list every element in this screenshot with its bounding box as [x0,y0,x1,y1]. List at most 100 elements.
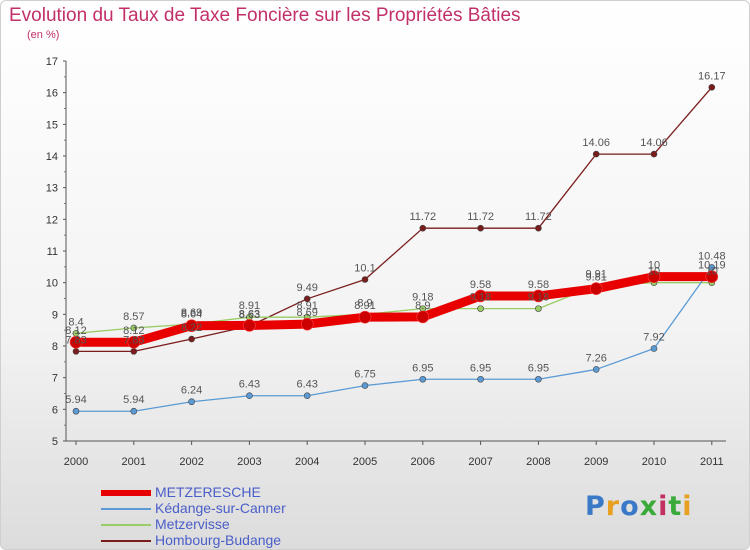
data-label: 7.26 [585,352,606,364]
data-point [647,270,661,283]
data-label: 8.63 [239,308,260,320]
data-point [188,335,195,343]
y-tick-label: 14 [46,151,58,163]
data-label: 7.83 [123,334,144,346]
x-tick-label: 2006 [411,456,435,468]
data-label: 10.48 [698,250,726,262]
data-label: 9.58 [470,279,491,291]
data-point [477,305,484,312]
data-point [589,282,603,295]
data-point [474,289,487,303]
data-point [650,150,658,158]
data-point [650,345,658,352]
logo-letter: i [658,491,669,522]
data-point [243,319,256,332]
data-label: 8.69 [296,307,317,319]
data-label: 5.94 [123,394,144,406]
data-point [188,398,195,406]
data-point [416,310,430,324]
data-point [127,335,141,349]
data-label: 9.18 [528,292,549,304]
data-point [708,83,716,91]
y-tick-label: 10 [46,278,58,290]
legend-item-kedange: Kédange-sur-Canner [101,500,361,517]
series-lines [69,83,719,415]
logo-letter: t [668,491,683,522]
x-tick-label: 2011 [700,456,724,468]
x-tick-label: 2003 [237,456,261,468]
data-point [69,335,83,349]
data-label: 10 [648,260,660,272]
data-label: 6.43 [239,379,260,391]
data-point [592,150,600,158]
data-label: 6.75 [354,369,375,381]
legend-swatch [101,490,151,496]
data-label: 8.9 [415,300,430,312]
logo-letter: P [585,491,606,522]
data-point [535,375,542,383]
data-label: 9.91 [585,269,606,281]
data-point [130,348,138,355]
data-label: 6.43 [296,379,317,391]
data-label: 8.91 [296,300,317,312]
data-label: 8.9 [357,297,372,309]
x-tick-label: 2004 [295,456,319,468]
data-label: 8.91 [239,300,260,312]
data-label: 9.81 [585,272,606,284]
y-tick-label: 7 [52,373,58,385]
data-point [477,375,484,383]
proxiti-logo: Proxiti [585,491,693,522]
data-point [592,366,600,373]
data-label: 9.18 [412,292,433,304]
data-label: 9.49 [296,282,317,294]
data-label: 10 [648,266,660,278]
series-line [76,86,713,353]
chart-title: Evolution du Taux de Taxe Foncière sur l… [9,5,521,26]
x-tick-label: 2010 [642,456,666,468]
data-point [361,382,369,389]
data-label: 6.95 [528,362,549,374]
data-point [185,319,198,333]
x-tick-label: 2009 [584,456,608,468]
data-label: 8.69 [181,307,202,319]
y-tick-label: 11 [47,246,58,258]
data-point [532,289,545,303]
y-tick-label: 9 [52,309,58,321]
data-label: 8.91 [354,300,375,312]
data-label: 16.17 [698,70,726,82]
data-point [72,407,80,415]
data-point [419,224,427,232]
data-label: 10 [706,266,718,278]
data-label: 14.06 [582,137,610,149]
data-label: 8.12 [65,325,86,337]
series-line [76,267,713,412]
legend-item-metzeresche: METZERESCHE [101,484,361,501]
x-tick-label: 2007 [468,456,492,468]
axes: 5 6 7 8 9 10 11 12 13 14 15 16 17 2000 2001 2002 2003 200… [46,56,726,468]
legend-swatch [101,540,151,542]
legend-label: METZERESCHE [155,484,261,500]
data-label: 8.64 [181,309,202,321]
data-label: 11.72 [467,211,494,223]
data-label: 8.22 [181,322,202,334]
data-point [303,295,311,303]
x-tick-label: 2000 [64,456,88,468]
legend-item-metzervisse: Metzervisse [101,516,361,533]
data-label: 6.95 [412,362,433,374]
data-point [130,407,138,415]
data-label: 5.94 [65,394,86,406]
y-tick-label: 17 [46,56,58,68]
data-label: 10.19 [698,260,726,272]
data-point [705,270,719,283]
legend-swatch [101,508,151,510]
legend: METZERESCHE Kédange-sur-Canner Metzervis… [101,484,361,549]
logo-letter: r [605,491,621,522]
series-line [75,282,712,334]
logo-letter: x [639,491,659,522]
legend-swatch [101,524,151,526]
data-point [300,317,314,331]
y-tick-label: 8 [52,341,58,353]
logo-letter: o [620,491,640,522]
data-point [130,324,138,332]
